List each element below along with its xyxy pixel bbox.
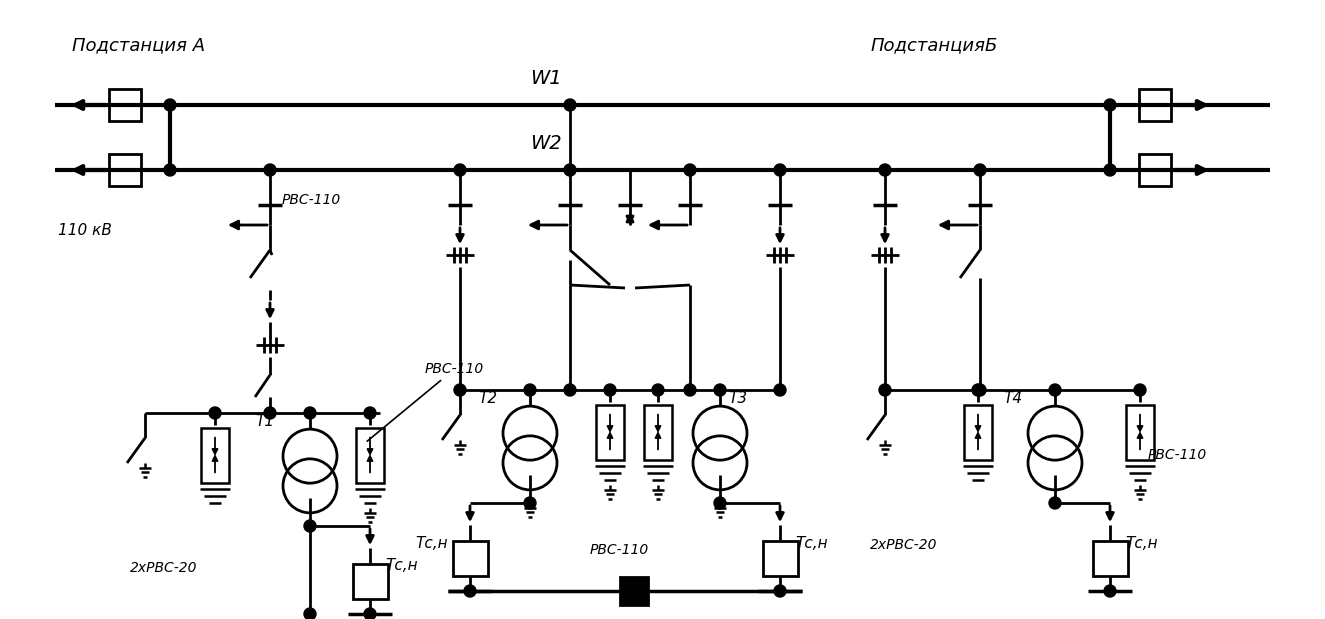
Text: Тс,н: Тс,н: [415, 535, 448, 550]
Text: T1: T1: [254, 413, 274, 428]
Bar: [762, 540, 798, 576]
Text: РВС-110: РВС-110: [282, 193, 342, 207]
Circle shape: [973, 384, 984, 396]
Bar: [1093, 540, 1128, 576]
Circle shape: [564, 99, 576, 111]
Circle shape: [523, 384, 537, 396]
Bar: [201, 428, 229, 482]
Circle shape: [652, 384, 664, 396]
Bar: [109, 154, 140, 186]
Bar: [1140, 89, 1171, 121]
Text: РВС-110: РВС-110: [367, 362, 484, 441]
Text: РВС-110: РВС-110: [1147, 448, 1207, 462]
Bar: [453, 540, 488, 576]
Circle shape: [974, 384, 986, 396]
Circle shape: [303, 407, 315, 419]
Circle shape: [1134, 384, 1146, 396]
Text: РВС-110: РВС-110: [590, 543, 649, 557]
Circle shape: [164, 99, 176, 111]
Circle shape: [604, 384, 616, 396]
Circle shape: [564, 164, 576, 176]
Text: Тс,н: Тс,н: [1125, 535, 1158, 550]
Circle shape: [364, 608, 376, 619]
Text: W1: W1: [530, 69, 562, 87]
Circle shape: [714, 497, 726, 509]
Text: 2хРВС-20: 2хРВС-20: [130, 561, 197, 575]
Bar: [109, 89, 140, 121]
Circle shape: [1049, 384, 1061, 396]
Bar: [596, 404, 624, 459]
Circle shape: [1104, 585, 1116, 597]
Circle shape: [454, 384, 466, 396]
Circle shape: [264, 407, 276, 419]
Text: Тс,н: Тс,н: [386, 558, 417, 573]
Bar: [1140, 154, 1171, 186]
Circle shape: [878, 384, 890, 396]
Text: T3: T3: [727, 391, 747, 405]
Circle shape: [303, 608, 315, 619]
Circle shape: [878, 164, 890, 176]
Circle shape: [684, 384, 696, 396]
Bar: [1126, 404, 1154, 459]
Circle shape: [164, 164, 176, 176]
Bar: [352, 563, 387, 599]
Circle shape: [303, 520, 315, 532]
Circle shape: [364, 407, 376, 419]
Text: T4: T4: [1003, 391, 1022, 405]
Circle shape: [464, 585, 476, 597]
Circle shape: [454, 164, 466, 176]
Bar: [620, 577, 648, 605]
Circle shape: [523, 497, 537, 509]
Circle shape: [774, 585, 786, 597]
Text: ПодстанцияБ: ПодстанцияБ: [871, 36, 998, 54]
Bar: [965, 404, 992, 459]
Circle shape: [1104, 99, 1116, 111]
Text: W2: W2: [530, 134, 562, 152]
Text: 110 кВ: 110 кВ: [58, 222, 111, 238]
Text: Тс,н: Тс,н: [795, 535, 828, 550]
Circle shape: [974, 164, 986, 176]
Circle shape: [564, 384, 576, 396]
Circle shape: [714, 384, 726, 396]
Circle shape: [264, 164, 276, 176]
Circle shape: [684, 164, 696, 176]
Bar: [644, 404, 672, 459]
Circle shape: [1049, 497, 1061, 509]
Text: 2хРВС-20: 2хРВС-20: [871, 538, 938, 552]
Circle shape: [1104, 164, 1116, 176]
Circle shape: [209, 407, 221, 419]
Text: Подстанция А: Подстанция А: [72, 36, 205, 54]
Bar: [356, 428, 384, 482]
Circle shape: [774, 384, 786, 396]
Circle shape: [774, 164, 786, 176]
Text: T2: T2: [478, 391, 497, 405]
